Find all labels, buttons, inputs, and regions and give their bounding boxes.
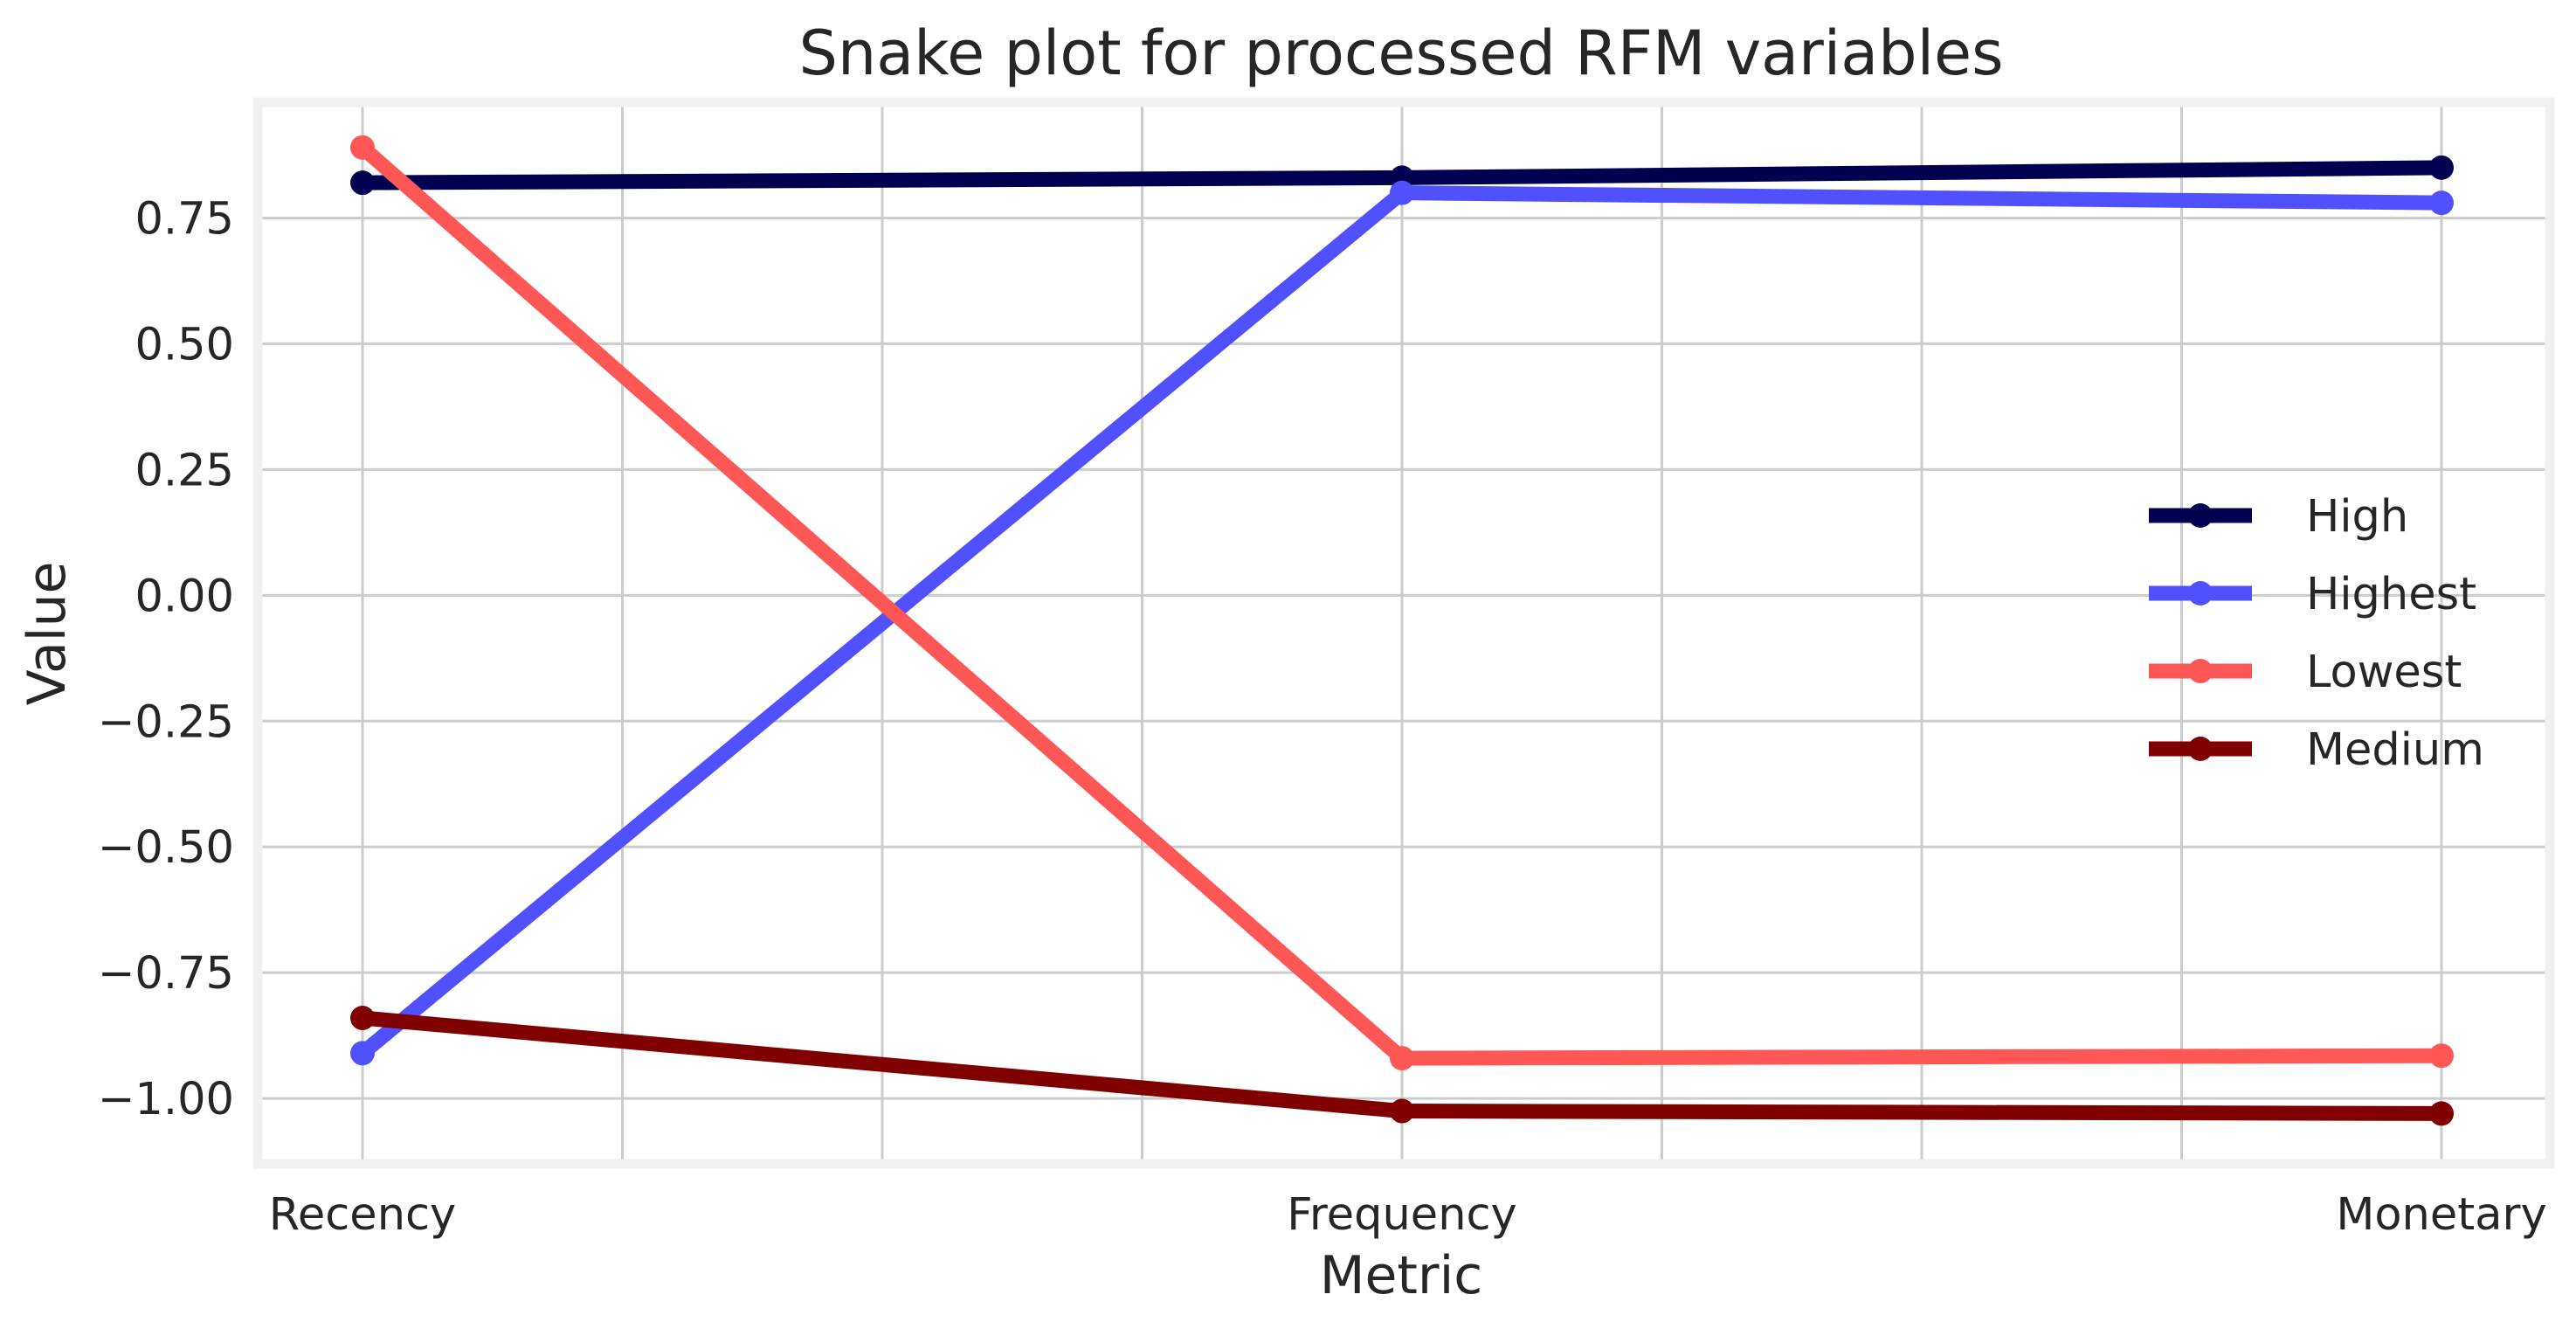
data-point: [350, 1041, 375, 1066]
data-point: [350, 135, 375, 160]
data-point: [1390, 180, 1414, 205]
legend-item-medium: Medium: [2149, 724, 2484, 776]
legend-label: High: [2306, 491, 2408, 543]
data-point: [2429, 1101, 2454, 1126]
series-lines: [350, 135, 2454, 1126]
legend-swatch-marker: [2188, 737, 2213, 761]
data-point: [2429, 190, 2454, 216]
legend-swatch-marker: [2188, 581, 2213, 606]
series-lowest: [350, 135, 2454, 1071]
legend-label: Highest: [2306, 569, 2476, 620]
x-tick-label: Monetary: [2336, 1189, 2546, 1241]
series-highest: [350, 180, 2454, 1066]
y-tick-label: 0.00: [135, 571, 234, 622]
y-tick-labels: 0.75 0.50 0.25 0.00 −0.25 −0.50 −0.75 −1.00: [98, 193, 234, 1125]
y-tick-label: 0.75: [135, 193, 234, 245]
x-tick-label: Recency: [269, 1189, 456, 1241]
chart-title: Snake plot for processed RFM variables: [798, 17, 2003, 89]
plot-frame: [252, 97, 2555, 1169]
legend-swatch-marker: [2188, 659, 2213, 683]
data-point: [350, 1006, 375, 1031]
legend-swatch-marker: [2188, 503, 2213, 528]
data-point: [350, 170, 375, 196]
y-tick-label: −0.25: [98, 696, 234, 748]
y-tick-label: 0.25: [135, 445, 234, 496]
grid-lines: [258, 102, 2550, 1164]
series-high: [350, 155, 2454, 196]
series-medium: [350, 1006, 2454, 1126]
legend-label: Medium: [2306, 724, 2484, 776]
x-axis-label: Metric: [1320, 1245, 1483, 1306]
legend: High Highest Lowest Medium: [2149, 491, 2484, 776]
legend-item-highest: Highest: [2149, 569, 2476, 620]
data-point: [2429, 155, 2454, 180]
y-tick-label: −0.50: [98, 822, 234, 874]
data-point: [1390, 1046, 1414, 1071]
data-point: [1390, 1098, 1414, 1124]
x-tick-label: Frequency: [1287, 1189, 1516, 1241]
legend-label: Lowest: [2306, 647, 2462, 698]
legend-item-high: High: [2149, 491, 2408, 543]
y-tick-label: 0.50: [135, 319, 234, 370]
y-axis-label: Value: [17, 562, 78, 706]
y-tick-label: −1.00: [98, 1074, 234, 1125]
y-tick-label: −0.75: [98, 948, 234, 1000]
data-point: [2429, 1043, 2454, 1069]
legend-item-lowest: Lowest: [2149, 647, 2462, 698]
x-tick-labels: Recency Frequency Monetary: [269, 1189, 2547, 1241]
